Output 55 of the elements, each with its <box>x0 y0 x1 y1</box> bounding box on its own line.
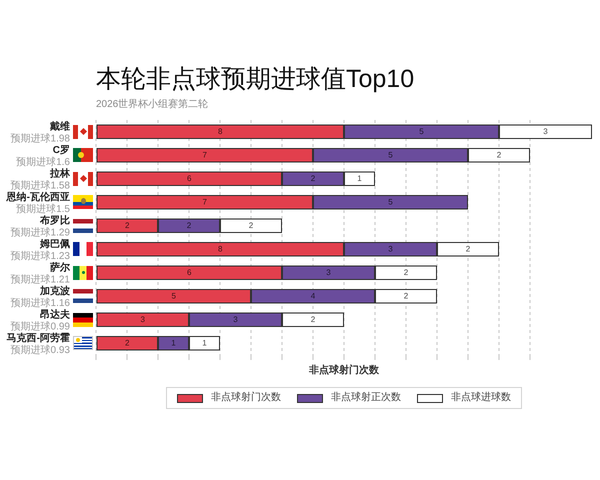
text: 预期进球0.93 <box>10 344 70 356</box>
data-label: 2 <box>404 291 409 300</box>
data-label: 2 <box>125 338 130 348</box>
data-label: 5 <box>419 126 424 136</box>
x-axis-title: 非点球射门次数 <box>308 364 380 376</box>
text: 预期进球1.6 <box>16 156 70 168</box>
text: 预期进球1.21 <box>10 274 70 286</box>
data-label: 3 <box>140 314 146 324</box>
chart-subtitle: 2026世界杯小组赛第二轮 <box>96 98 208 110</box>
data-label: 6 <box>187 268 192 277</box>
data-label: 3 <box>233 314 238 324</box>
data-label: 2 <box>310 314 316 324</box>
y-tick-label: 加克波 <box>39 285 71 297</box>
text: 预期进球1.98 <box>10 132 70 144</box>
data-label: 1 <box>171 338 176 348</box>
chart-title: 本轮非点球预期进球值Top10 <box>96 64 414 93</box>
y-tick-label: 拉林 <box>49 168 71 180</box>
y-tick-label: 恩纳-瓦伦西亚 <box>6 191 70 203</box>
data-label: 2 <box>310 174 316 183</box>
data-label: 1 <box>202 338 208 348</box>
data-label: 3 <box>388 244 394 254</box>
data-label: 3 <box>326 268 332 277</box>
y-tick-label: C罗 <box>52 145 70 156</box>
data-label: 2 <box>496 150 502 160</box>
y-tick-label: 布罗比 <box>39 214 70 226</box>
text: 预期进球1.58 <box>10 180 70 192</box>
y-tick-label: 马克西-阿劳霍 <box>6 332 70 344</box>
data-label: 6 <box>187 174 192 183</box>
y-tick-label: 萨尔 <box>49 262 71 274</box>
data-label: 2 <box>125 220 130 230</box>
data-label: 2 <box>404 268 409 277</box>
legend-label: 非点球射正次数 <box>331 392 401 404</box>
data-label: 5 <box>388 150 394 160</box>
data-label: 2 <box>466 244 471 254</box>
data-label: 2 <box>186 220 192 230</box>
legend-label: 非点球射门次数 <box>211 392 281 404</box>
text: 预期进球1.16 <box>10 297 70 309</box>
data-label: 4 <box>310 291 316 300</box>
text: 预期进球1.23 <box>10 250 70 262</box>
y-tick-label: 姆巴佩 <box>39 238 70 250</box>
data-label: 7 <box>202 150 208 160</box>
data-label: 1 <box>357 174 362 183</box>
y-tick-label: 昂达夫 <box>40 308 71 320</box>
text: 预期进球1.5 <box>16 203 70 215</box>
text: 非点球进球数 <box>451 392 511 404</box>
data-label: 5 <box>172 291 177 300</box>
data-label: 3 <box>543 126 548 136</box>
data-label: 2 <box>248 220 254 230</box>
data-label: 5 <box>388 197 394 206</box>
text: 预期进球0.99 <box>10 320 70 332</box>
y-tick-label: 戴维 <box>49 120 70 132</box>
data-label: 8 <box>218 126 224 136</box>
data-label: 7 <box>202 197 208 206</box>
data-label: 8 <box>218 244 224 254</box>
text: 预期进球1.29 <box>10 226 70 238</box>
